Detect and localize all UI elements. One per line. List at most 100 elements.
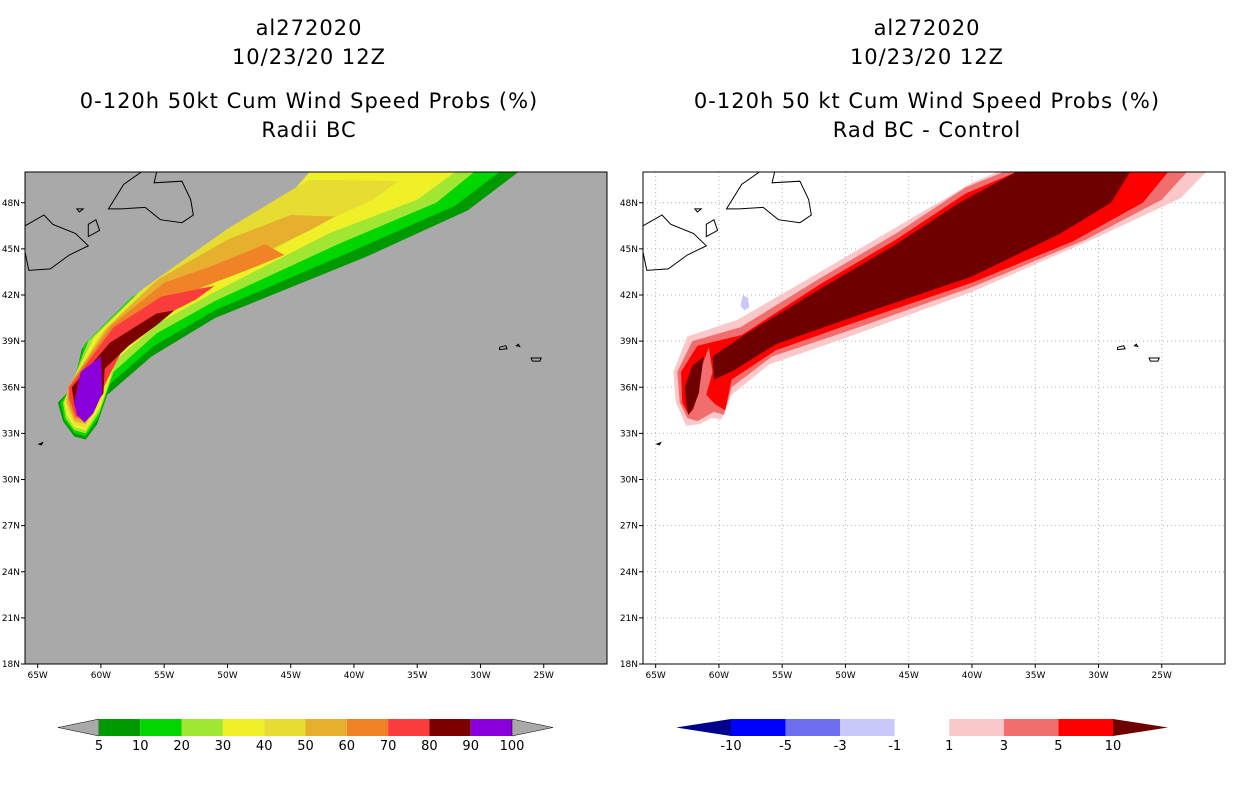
left-chart-title: 0-120h 50kt Cum Wind Speed Probs (%) xyxy=(79,89,539,113)
left-y-tick-label: 39N xyxy=(2,337,20,347)
left-coastline xyxy=(87,218,101,238)
left-x-tick-label: 30W xyxy=(470,671,490,681)
left-contour-100 xyxy=(74,356,103,423)
right-plot-frame xyxy=(642,171,1226,665)
left-x-tick-label: 40W xyxy=(344,671,364,681)
right-contour-10 xyxy=(684,356,704,415)
left-colorbar-swatch xyxy=(140,719,182,736)
left-plot-area xyxy=(25,172,542,446)
left-colorbar-swatch xyxy=(222,719,265,736)
left-chart-subtitle: Radii BC xyxy=(261,118,357,142)
left-colorbar-extend-high xyxy=(511,718,554,737)
left-panel: al272020 10/23/20 12Z 0-120h 50kt Cum Wi… xyxy=(2,16,608,754)
left-probability-map: 65W 60W 55W 50W 45W 40W 35W 30W 25W 18N 21N 24N 27N 3… xyxy=(2,171,608,754)
left-colorbar-swatch xyxy=(305,719,347,736)
left-colorbar-label: 70 xyxy=(380,739,397,754)
left-colorbar-label: 10 xyxy=(132,739,149,754)
left-coastline xyxy=(515,343,521,348)
right-colorbar-swatch xyxy=(949,719,1004,736)
left-x-tick-label: 25W xyxy=(534,671,554,681)
right-colorbar-extend-high xyxy=(1113,719,1168,736)
right-y-tick-label: 48N xyxy=(620,199,638,209)
right-y-tick-label: 24N xyxy=(620,568,638,578)
right-colorbar-swatch xyxy=(840,719,895,736)
left-colorbar-swatch xyxy=(346,719,389,736)
left-colorbar-label: 80 xyxy=(421,739,438,754)
left-x-tick-label: 55W xyxy=(154,671,174,681)
left-colorbar-swatch xyxy=(429,719,471,736)
left-y-tick-label: 45N xyxy=(2,245,20,255)
left-y-tick-label: 30N xyxy=(2,476,20,486)
right-y-tick-label: 36N xyxy=(620,383,638,393)
right-coastline xyxy=(1148,357,1160,362)
right-plot-area xyxy=(643,172,1225,664)
right-colorbar-swatch xyxy=(731,719,786,736)
left-colorbar-swatch xyxy=(99,719,141,736)
right-y-tick-label: 21N xyxy=(620,614,638,624)
left-y-tick-label: 33N xyxy=(2,429,20,439)
left-contour-40 xyxy=(65,179,399,428)
left-colorbar-label: 40 xyxy=(256,739,273,754)
left-colorbar-extend-low xyxy=(57,718,100,737)
right-difference-map: 65W 60W 55W 50W 45W 40W 35W 30W 25W 18N 21N 24N 27N 3… xyxy=(620,171,1226,754)
right-colorbar-label: -3 xyxy=(834,739,847,754)
left-x-tick-label: 65W xyxy=(27,671,47,681)
right-datetime: 10/23/20 12Z xyxy=(849,45,1005,69)
right-colorbar-label: 1 xyxy=(945,739,953,754)
left-contour-5 xyxy=(57,172,519,440)
right-x-tick-label: 60W xyxy=(709,671,729,681)
right-y-tick-label: 18N xyxy=(620,660,638,670)
right-coastline xyxy=(1117,345,1126,351)
right-x-tick-label: 65W xyxy=(645,671,665,681)
left-coastline xyxy=(530,357,542,362)
left-colorbar-label: 100 xyxy=(500,739,525,754)
left-y-tick-label: 42N xyxy=(2,291,20,301)
right-x-tick-label: 40W xyxy=(962,671,982,681)
right-x-tick-label: 30W xyxy=(1088,671,1108,681)
left-colorbar-swatch xyxy=(388,719,430,736)
left-y-tick-label: 21N xyxy=(2,614,20,624)
left-colorbar-label: 50 xyxy=(297,739,314,754)
right-colorbar-label: 5 xyxy=(1054,739,1062,754)
right-coastline xyxy=(643,214,708,271)
right-chart-subtitle: Rad BC - Control xyxy=(832,118,1022,142)
right-y-tick-label: 33N xyxy=(620,429,638,439)
right-storm-id: al272020 xyxy=(873,16,981,40)
left-colorbar-label: 90 xyxy=(462,739,479,754)
right-colorbar-label: 3 xyxy=(1000,739,1008,754)
right-coastline xyxy=(705,218,719,238)
left-y-tick-label: 18N xyxy=(2,660,20,670)
left-x-tick-label: 60W xyxy=(91,671,111,681)
right-y-tick-label: 39N xyxy=(620,337,638,347)
right-colorbar-swatch xyxy=(785,719,841,736)
right-colorbar-extend-low xyxy=(676,719,731,736)
left-x-tick-label: 50W xyxy=(217,671,237,681)
right-colorbar-label: -10 xyxy=(720,739,741,754)
left-colorbar-label: 60 xyxy=(339,739,356,754)
right-x-tick-label: 50W xyxy=(835,671,855,681)
left-y-tick-label: 36N xyxy=(2,383,20,393)
left-colorbar-swatch xyxy=(470,719,512,736)
right-colorbar-label: 10 xyxy=(1105,739,1122,754)
left-plot-frame xyxy=(24,171,608,665)
right-y-tick-label: 45N xyxy=(620,245,638,255)
left-coastline xyxy=(107,172,194,224)
left-y-tick-label: 48N xyxy=(2,199,20,209)
right-x-tick-label: 55W xyxy=(772,671,792,681)
right-colorbar-label: -5 xyxy=(779,739,792,754)
left-y-tick-label: 24N xyxy=(2,568,20,578)
right-y-tick-label: 30N xyxy=(620,476,638,486)
right-panel: al272020 10/23/20 12Z 0-120h 50 kt Cum W… xyxy=(618,0,1236,800)
right-colorbar-swatch xyxy=(894,719,950,736)
right-x-tick-label: 25W xyxy=(1152,671,1172,681)
left-colorbar-label: 20 xyxy=(173,739,190,754)
right-coastline xyxy=(693,208,703,213)
left-storm-id: al272020 xyxy=(255,16,363,40)
left-coastline xyxy=(75,208,85,213)
left-coastline xyxy=(499,345,508,351)
left-x-tick-label: 45W xyxy=(281,671,301,681)
right-colorbar-swatch xyxy=(1058,719,1113,736)
left-coastline xyxy=(25,214,90,271)
right-coastline xyxy=(725,172,812,224)
right-colorbar-swatch xyxy=(1003,719,1059,736)
